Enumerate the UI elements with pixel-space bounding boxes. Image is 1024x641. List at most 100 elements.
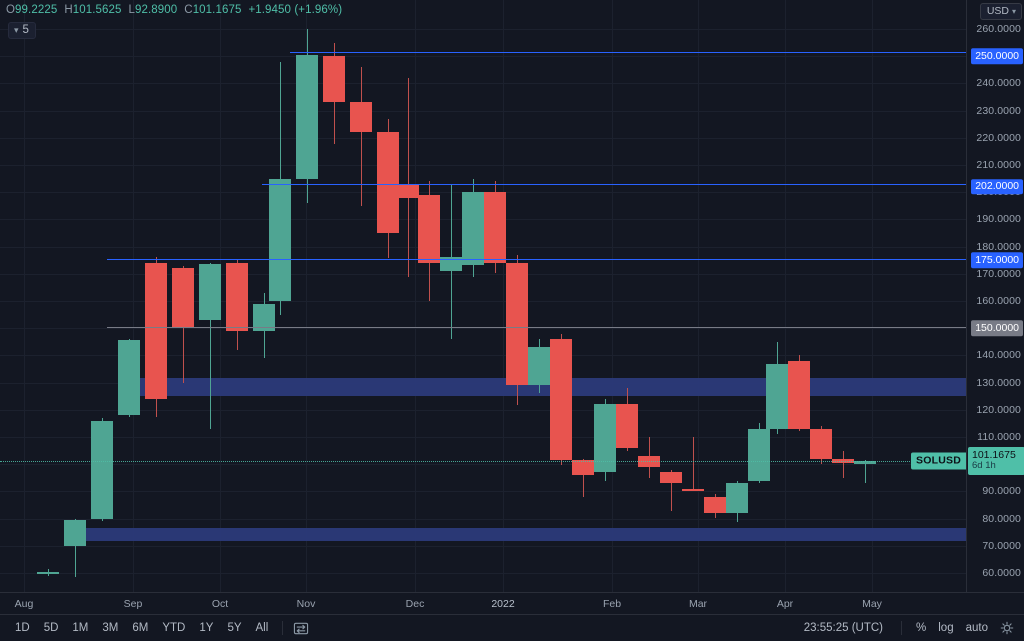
price-tick-label: 160.0000 — [976, 295, 1021, 307]
timeframe-selector[interactable]: ▾ 5 — [8, 22, 36, 39]
low-label: L — [128, 4, 135, 16]
last-price-tag[interactable]: 101.1675 6d 1h — [968, 447, 1024, 475]
price-level-tag[interactable]: 175.0000 — [971, 252, 1023, 268]
divider — [282, 621, 284, 635]
change-value: +1.9450 (+1.96%) — [248, 4, 343, 16]
close-label: C — [184, 4, 193, 16]
candle-body[interactable] — [269, 179, 291, 301]
candle-body[interactable] — [397, 184, 419, 198]
candle-body[interactable] — [726, 483, 748, 513]
grid-line — [0, 301, 966, 302]
log-scale-button[interactable]: log — [938, 622, 954, 634]
range-button-1y[interactable]: 1Y — [199, 622, 214, 634]
price-zone[interactable] — [118, 378, 966, 396]
candle-body[interactable] — [172, 268, 194, 328]
price-level-tag[interactable]: 150.0000 — [971, 320, 1023, 336]
candle-body[interactable] — [572, 460, 594, 475]
candle-body[interactable] — [594, 404, 616, 472]
price-level-line[interactable] — [107, 259, 966, 260]
candle-body[interactable] — [323, 56, 345, 102]
candle-wick — [693, 437, 694, 491]
clock-label: 23:55:25 (UTC) — [803, 622, 884, 634]
price-tick-label: 120.0000 — [976, 403, 1021, 416]
price-axis[interactable]: USD ▾ 260.0000 240.0000 230.0000 220.0000 21… — [966, 0, 1024, 592]
candle-wick — [671, 470, 672, 511]
candle-body[interactable] — [766, 364, 788, 429]
price-tick-label: 190.0000 — [976, 213, 1021, 226]
calendar-range-icon[interactable] — [290, 619, 312, 637]
ticker-flag[interactable]: SOLUSD — [911, 452, 966, 470]
candle-body[interactable] — [528, 347, 550, 385]
candle-body[interactable] — [377, 132, 399, 233]
candle-body[interactable] — [682, 489, 704, 491]
candle-body[interactable] — [145, 263, 167, 399]
candle-body[interactable] — [350, 102, 372, 132]
price-level-tag[interactable]: 250.0000 — [971, 48, 1023, 64]
range-button-3m[interactable]: 3M — [102, 622, 119, 634]
candle-body[interactable] — [226, 263, 248, 331]
time-axis[interactable]: Aug Sep Oct Nov Dec 2022 Feb Mar Apr May — [0, 592, 1024, 615]
range-buttons: 1D 5D 1M 3M 6M YTD 1Y 5Y All — [8, 615, 312, 641]
high-label: H — [64, 4, 73, 16]
candle-body[interactable] — [748, 429, 770, 481]
grid-line — [0, 274, 966, 275]
price-level-line[interactable] — [107, 327, 966, 328]
candle-body[interactable] — [418, 195, 440, 263]
candle-wick — [408, 78, 409, 277]
high-value: 101.5625 — [72, 4, 122, 16]
price-level-tag[interactable]: 202.0000 — [971, 178, 1023, 195]
time-tick-label: May — [862, 598, 882, 610]
low-value: 92.8900 — [135, 4, 178, 16]
time-tick-label: Dec — [405, 598, 425, 610]
candle-body[interactable] — [704, 497, 726, 513]
range-button-6m[interactable]: 6M — [132, 622, 149, 634]
candle-body[interactable] — [64, 520, 86, 546]
range-button-5y[interactable]: 5Y — [227, 622, 242, 634]
grid-line — [0, 437, 966, 438]
range-button-1m[interactable]: 1M — [72, 622, 89, 634]
grid-line-vertical — [503, 0, 504, 592]
candle-body[interactable] — [199, 264, 221, 320]
candle-body[interactable] — [37, 572, 59, 574]
candle-body[interactable] — [550, 339, 572, 460]
range-button-5d[interactable]: 5D — [43, 622, 59, 634]
candle-body[interactable] — [788, 361, 810, 429]
grid-line-vertical — [612, 0, 613, 592]
open-label: O — [6, 4, 16, 16]
range-button-ytd[interactable]: YTD — [162, 622, 186, 634]
price-tick-label: 180.0000 — [976, 240, 1021, 253]
range-button-all[interactable]: All — [255, 622, 269, 634]
time-tick-label: Feb — [602, 598, 622, 610]
range-button-1d[interactable]: 1D — [15, 622, 30, 634]
price-level-line[interactable] — [262, 184, 966, 185]
grid-line-vertical — [24, 0, 25, 592]
grid-line — [0, 111, 966, 112]
chart-plot-area[interactable]: SOLUSD — [0, 0, 966, 592]
grid-line — [0, 138, 966, 139]
candle-body[interactable] — [296, 55, 318, 179]
candle-body[interactable] — [660, 472, 682, 483]
candle-body[interactable] — [118, 340, 140, 415]
candle-body[interactable] — [506, 263, 528, 385]
price-level-line[interactable] — [290, 52, 966, 53]
candle-body[interactable] — [253, 304, 275, 331]
candle-body[interactable] — [616, 404, 638, 448]
candle-body[interactable] — [484, 192, 506, 263]
grid-line — [0, 573, 966, 574]
candle-body[interactable] — [440, 257, 462, 271]
currency-label: USD — [986, 5, 1009, 17]
settings-gear-icon[interactable] — [998, 619, 1016, 637]
candle-body[interactable] — [854, 461, 876, 464]
currency-selector[interactable]: USD ▾ — [979, 3, 1022, 20]
candle-body[interactable] — [91, 421, 113, 519]
candle-body[interactable] — [810, 429, 832, 459]
grid-line — [0, 165, 966, 166]
ohlc-legend: O99.2225 H101.5625 L92.8900 C101.1675 +1.945… — [6, 4, 342, 16]
candle-wick — [843, 451, 844, 478]
percent-scale-button[interactable]: % — [916, 622, 927, 634]
grid-line — [0, 328, 966, 329]
price-zone[interactable] — [82, 528, 966, 541]
auto-scale-button[interactable]: auto — [965, 622, 988, 634]
candle-body[interactable] — [462, 192, 484, 265]
